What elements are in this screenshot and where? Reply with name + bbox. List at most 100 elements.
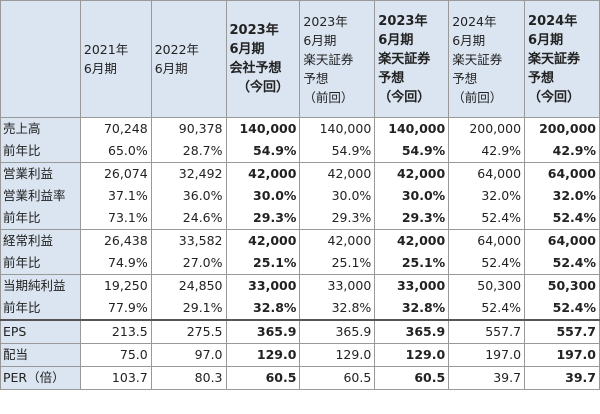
row-label: PER（倍） xyxy=(0,366,81,390)
table-cell: 42.9% xyxy=(448,140,526,163)
table-cell: 129.0 xyxy=(374,343,450,367)
table-cell: 365.9 xyxy=(374,319,450,344)
header-line: （今回） xyxy=(378,89,431,105)
table-cell: 64,000 xyxy=(448,162,526,185)
table-cell: 60.5 xyxy=(225,366,301,390)
header-line: 6月期 xyxy=(303,32,337,48)
table-cell: 32.0% xyxy=(524,185,600,207)
row-label: 経常利益 xyxy=(0,229,81,252)
table-cell: 140,000 xyxy=(299,117,376,140)
table-cell: 32.8% xyxy=(374,297,450,321)
table-cell: 25.1% xyxy=(374,252,450,275)
header-line: 楽天証券 xyxy=(378,51,431,67)
table-cell: 65.0% xyxy=(79,140,152,163)
table-row: 前年比 73.1% 24.6% 29.3% 29.3% 29.3% 52.4% 52.4% xyxy=(0,207,600,230)
table-row: 当期純利益 19,250 24,850 33,000 33,000 33,000 50,30… xyxy=(0,274,600,297)
table-cell: 52.4% xyxy=(448,297,526,321)
table-cell: 60.5 xyxy=(374,366,450,390)
table-cell: 42.9% xyxy=(524,140,600,163)
table-cell: 32,492 xyxy=(150,162,227,185)
table-cell: 30.0% xyxy=(225,185,301,207)
table-cell: 54.9% xyxy=(299,140,376,163)
header-row: 2021年 6月期 2022年 6月期 2023年 6月期 会社予想 （今回） … xyxy=(0,0,600,118)
header-line: 6月期 xyxy=(229,42,265,57)
table-cell: 52.4% xyxy=(448,207,526,230)
header-line: 予想 xyxy=(452,70,478,86)
header-line: 予想 xyxy=(303,70,329,86)
header-line: 2021年 xyxy=(83,42,129,57)
header-line: 2023年 xyxy=(229,23,279,38)
table-cell: 25.1% xyxy=(225,252,301,275)
table-cell: 52.4% xyxy=(524,207,600,230)
header-line: 予想 xyxy=(528,70,555,86)
table-cell: 97.0 xyxy=(150,343,227,367)
row-label: 当期純利益 xyxy=(0,274,81,297)
table-cell: 32.0% xyxy=(448,185,526,207)
header-corner-cell xyxy=(0,0,81,118)
header-line: 2024年 xyxy=(528,13,578,29)
table-cell: 29.3% xyxy=(225,207,301,230)
table-cell: 90,378 xyxy=(150,117,227,140)
header-line: 2022年 xyxy=(154,42,200,57)
header-line: 2023年 xyxy=(303,13,348,29)
table-cell: 75.0 xyxy=(79,343,152,367)
header-col-2022: 2022年 6月期 xyxy=(150,0,227,118)
table-cell: 50,300 xyxy=(448,274,526,297)
header-line: （前回） xyxy=(303,89,354,105)
table-cell: 25.1% xyxy=(299,252,376,275)
table-row: 経常利益 26,438 33,582 42,000 42,000 42,000 64,000… xyxy=(0,229,600,252)
row-label: 前年比 xyxy=(0,252,81,275)
table-cell: 557.7 xyxy=(524,319,600,344)
header-line: （今回） xyxy=(528,89,581,105)
table-row: 前年比 65.0% 28.7% 54.9% 54.9% 54.9% 42.9% 42.9% xyxy=(0,140,600,163)
table-cell: 64,000 xyxy=(448,229,526,252)
table-cell: 24,850 xyxy=(150,274,227,297)
table-cell: 140,000 xyxy=(374,117,450,140)
table-row: 前年比 74.9% 27.0% 25.1% 25.1% 25.1% 52.4% 52.4% xyxy=(0,252,600,275)
table-cell: 33,000 xyxy=(374,274,450,297)
row-label: EPS xyxy=(0,319,81,344)
table-row: EPS 213.5 275.5 365.9 365.9 365.9 557.7 557.7 xyxy=(0,319,600,344)
header-col-2023-company-current: 2023年 6月期 会社予想 （今回） xyxy=(225,0,301,118)
table-cell: 140,000 xyxy=(225,117,301,140)
header-line: 予想 xyxy=(378,70,405,86)
table-cell: 50,300 xyxy=(524,274,600,297)
table-cell: 30.0% xyxy=(374,185,450,207)
header-line: 6月期 xyxy=(83,61,117,76)
table-cell: 197.0 xyxy=(448,343,526,367)
table-cell: 365.9 xyxy=(225,319,301,344)
table-cell: 29.3% xyxy=(374,207,450,230)
header-line: 6月期 xyxy=(528,32,564,48)
header-col-2024-rakuten-previous: 2024年 6月期 楽天証券 予想 （前回） xyxy=(448,0,526,118)
table-cell: 64,000 xyxy=(524,162,600,185)
table-cell: 70,248 xyxy=(79,117,152,140)
row-label: 営業利益 xyxy=(0,162,81,185)
table-cell: 60.5 xyxy=(299,366,376,390)
header-col-2024-rakuten-current: 2024年 6月期 楽天証券 予想 （今回） xyxy=(524,0,600,118)
table-row: 営業利益 26,074 32,492 42,000 42,000 42,000 64,000… xyxy=(0,162,600,185)
row-label: 前年比 xyxy=(0,140,81,163)
table-cell: 36.0% xyxy=(150,185,227,207)
row-label: 前年比 xyxy=(0,297,81,321)
header-line: 楽天証券 xyxy=(303,51,354,67)
header-line: 2023年 xyxy=(378,13,428,29)
table-cell: 103.7 xyxy=(79,366,152,390)
header-col-2023-rakuten-current: 2023年 6月期 楽天証券 予想 （今回） xyxy=(374,0,450,118)
table-cell: 33,000 xyxy=(299,274,376,297)
table-cell: 197.0 xyxy=(524,343,600,367)
table-cell: 42,000 xyxy=(374,229,450,252)
header-col-2023-rakuten-previous: 2023年 6月期 楽天証券 予想 （前回） xyxy=(299,0,376,118)
table-cell: 26,074 xyxy=(79,162,152,185)
table-cell: 42,000 xyxy=(299,162,376,185)
table-row: 営業利益率 37.1% 36.0% 30.0% 30.0% 30.0% 32.0% 32.0% xyxy=(0,185,600,207)
table-cell: 32.8% xyxy=(299,297,376,321)
row-label: 配当 xyxy=(0,343,81,367)
earnings-forecast-table: 2021年 6月期 2022年 6月期 2023年 6月期 会社予想 （今回） … xyxy=(0,0,600,390)
table-cell: 42,000 xyxy=(225,162,301,185)
table-cell: 129.0 xyxy=(299,343,376,367)
table-cell: 24.6% xyxy=(150,207,227,230)
table-cell: 557.7 xyxy=(448,319,526,344)
table-cell: 74.9% xyxy=(79,252,152,275)
row-label: 売上高 xyxy=(0,117,81,140)
table-row: 前年比 77.9% 29.1% 32.8% 32.8% 32.8% 52.4% 52.4% xyxy=(0,297,600,321)
